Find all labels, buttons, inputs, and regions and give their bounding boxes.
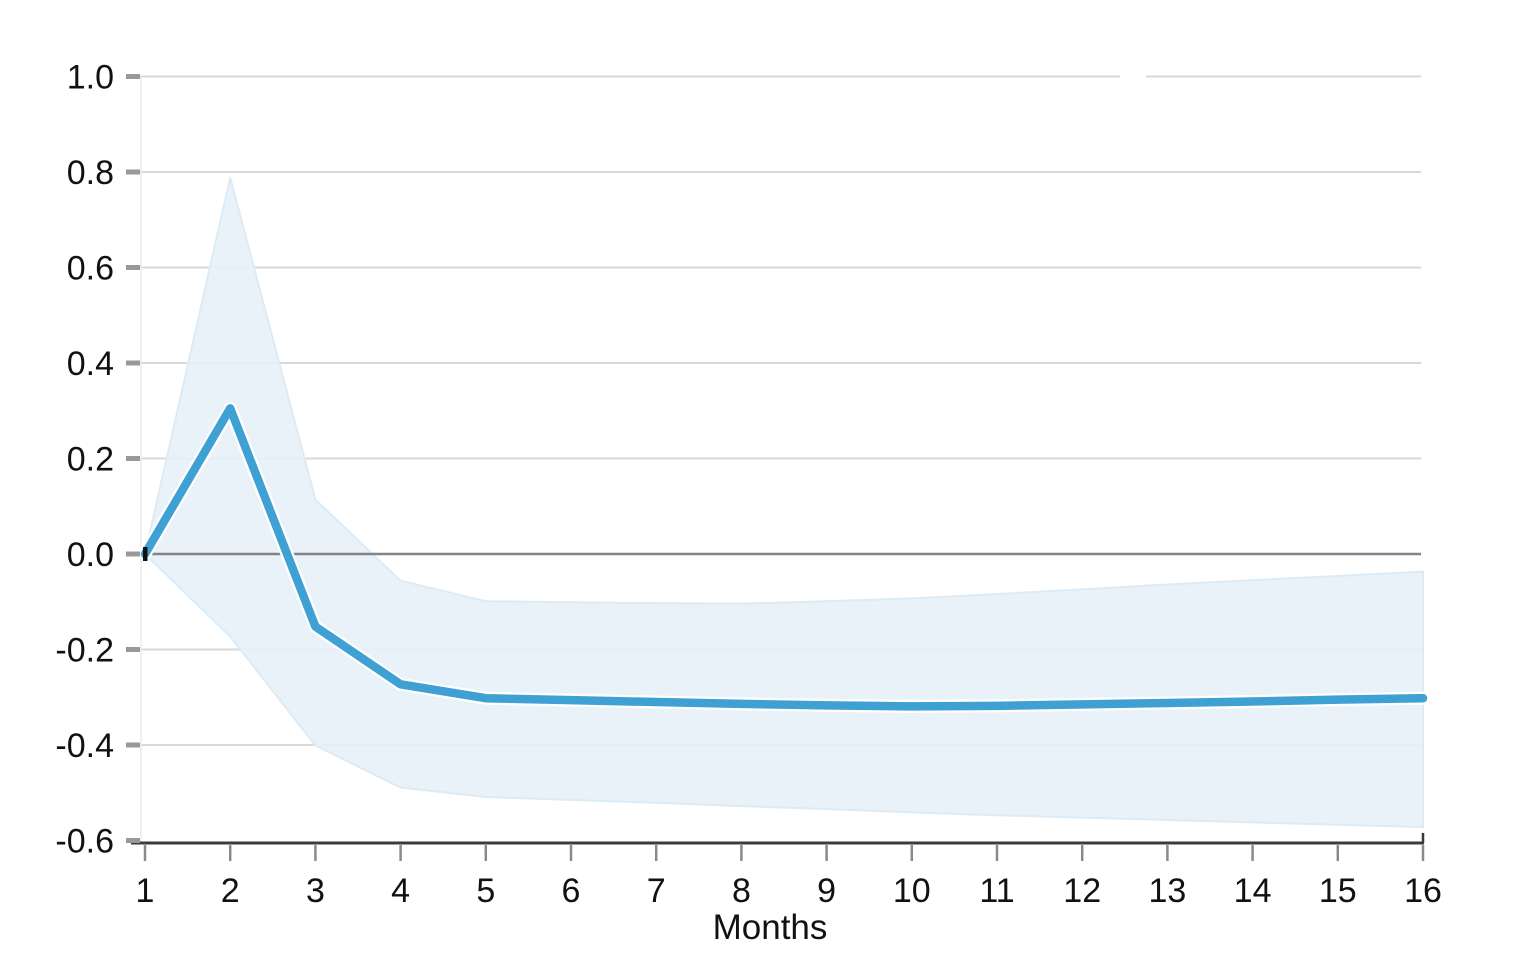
- y-tick-label: 0.2: [67, 441, 114, 479]
- y-tick-label: 1.0: [67, 59, 114, 97]
- x-tick-label: 14: [1234, 872, 1272, 910]
- x-axis-title: Months: [712, 908, 828, 947]
- x-tick-label: 8: [732, 872, 751, 910]
- response-line: [140, 404, 1428, 711]
- x-tick-label: 16: [1404, 872, 1442, 910]
- y-tick-label: 0.0: [67, 536, 114, 574]
- x-tick-label: 3: [306, 872, 325, 910]
- x-tick-label: 9: [817, 872, 836, 910]
- x-tick-label: 12: [1063, 872, 1101, 910]
- x-tick-label: 7: [647, 872, 666, 910]
- x-tick-label: 2: [221, 872, 240, 910]
- x-tick-label: 13: [1148, 872, 1186, 910]
- y-tick-label: 0.6: [67, 250, 114, 288]
- y-tick-label: -0.2: [55, 632, 114, 670]
- x-tick-label: 4: [391, 872, 410, 910]
- x-tick-label: 1: [136, 872, 155, 910]
- x-tick-label: 6: [562, 872, 581, 910]
- gridline-notch: [1120, 69, 1146, 84]
- x-tick-label: 10: [893, 872, 931, 910]
- x-tick-label: 5: [476, 872, 495, 910]
- confidence-band: [143, 177, 1424, 829]
- y-tick-label: -0.4: [55, 727, 114, 765]
- y-tick-label: -0.6: [55, 823, 114, 861]
- y-tick-label: 0.8: [67, 154, 114, 192]
- y-tick-label: 0.4: [67, 345, 114, 383]
- x-tick-label: 11: [979, 872, 1014, 910]
- x-tick-label: 15: [1319, 872, 1357, 910]
- month1-marker: [143, 547, 148, 561]
